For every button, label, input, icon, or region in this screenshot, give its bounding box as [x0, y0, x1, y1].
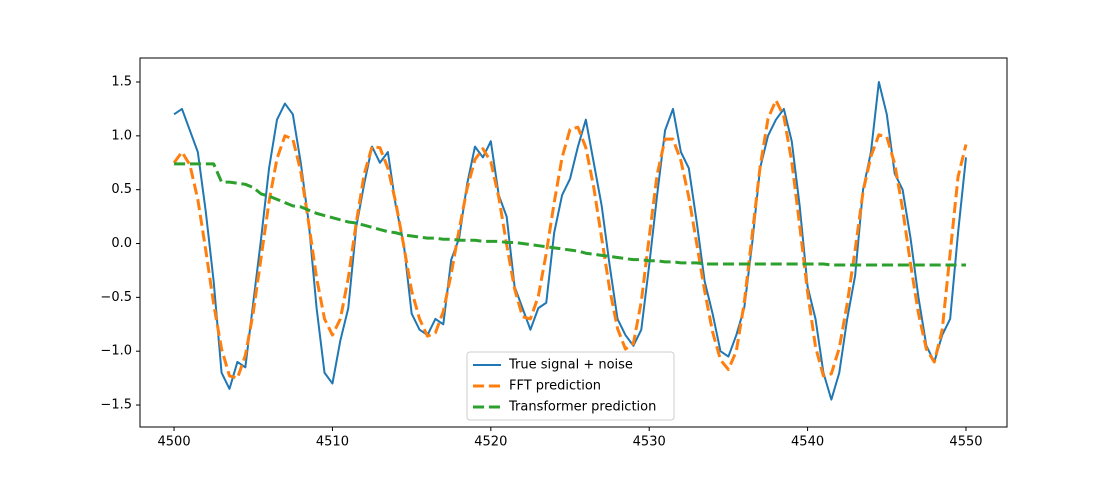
y-tick-label: −1.0 [100, 344, 132, 359]
legend-box [466, 351, 675, 421]
y-tick-label: 1.5 [111, 75, 132, 90]
axes-frame [139, 57, 1008, 428]
legend-label: True signal + noise [508, 358, 633, 373]
x-tick-label: 4500 [158, 435, 191, 450]
series-line [173, 81, 967, 401]
series-line [174, 162, 966, 267]
series-line [172, 98, 968, 380]
x-tick-label: 4510 [316, 435, 349, 450]
y-tick-label: −0.5 [100, 290, 132, 305]
legend-label: Transformer prediction [508, 400, 656, 415]
x-tick-label: 4530 [633, 435, 666, 450]
legend-label: FFT prediction [509, 379, 601, 394]
y-tick-label: 0.0 [111, 236, 132, 251]
x-tick-label: 4520 [474, 435, 507, 450]
y-tick-label: 1.0 [111, 128, 132, 143]
y-tick-label: −1.5 [100, 398, 132, 413]
x-tick-label: 4540 [791, 435, 824, 450]
x-tick-label: 4550 [949, 435, 982, 450]
y-tick-label: 0.5 [111, 182, 132, 197]
